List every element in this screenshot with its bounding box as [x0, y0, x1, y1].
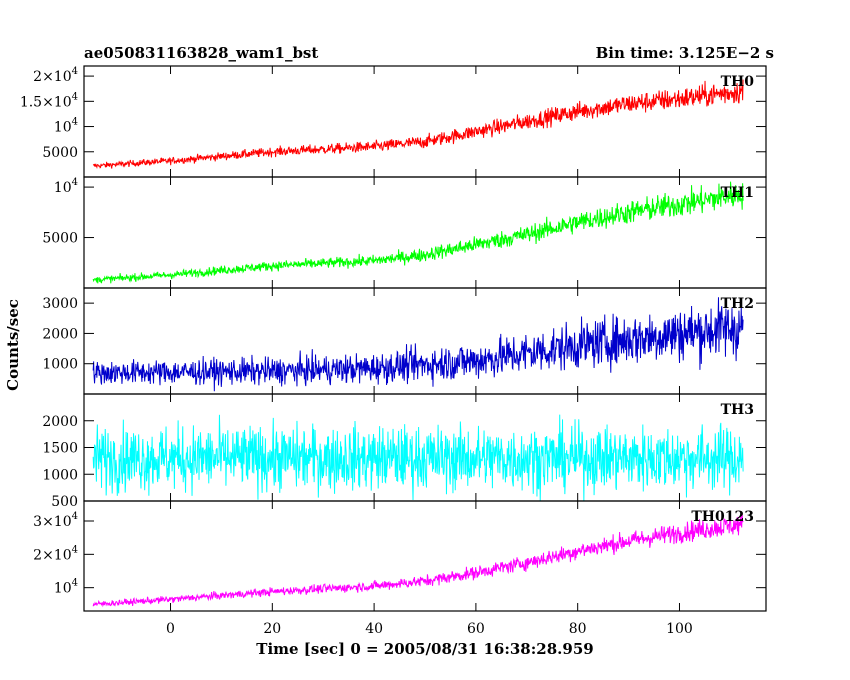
series-th0123 [92, 513, 744, 608]
chart-title: ae050831163828_wam1_bst [84, 44, 318, 62]
x-tick-label: 80 [569, 621, 587, 637]
y-axis-label: Counts/sec [4, 299, 22, 391]
panel-label-th3: TH3 [721, 402, 754, 418]
x-axis-label: Time [sec] 0 = 2005/08/31 16:38:28.959 [256, 640, 593, 658]
y-tick-label: 2000 [42, 414, 78, 430]
y-tick-label: 2000 [42, 326, 78, 342]
x-tick-label: 0 [166, 621, 175, 637]
y-tick-label: 1000 [42, 467, 78, 483]
series-th2 [92, 297, 744, 392]
panel-label-th2: TH2 [721, 296, 754, 312]
y-tick-label: 5000 [42, 145, 78, 161]
panel-label-th1: TH1 [721, 185, 754, 201]
y-tick-label: 1000 [42, 357, 78, 373]
panel-label-th0123: TH0123 [691, 509, 754, 525]
y-tick-label: 3×104 [33, 511, 78, 530]
y-tick-label: 2×104 [33, 544, 78, 563]
x-tick-label: 60 [467, 621, 485, 637]
y-tick-label: 1500 [42, 441, 78, 457]
y-tick-label: 1.5×104 [20, 91, 78, 110]
y-tick-label: 500 [51, 494, 78, 510]
series-layer [92, 79, 744, 608]
y-tick-label: 2×104 [33, 66, 78, 85]
panel-label-th0: TH0 [721, 74, 755, 90]
tick-layer: 50001041.5×1042×104TH05000104TH110002000… [20, 66, 766, 637]
y-tick-label: 5000 [42, 231, 78, 247]
y-tick-label: 104 [54, 177, 78, 196]
series-th3 [92, 414, 744, 501]
panel-frame-th0123 [83, 500, 767, 612]
y-tick-label: 104 [54, 117, 78, 136]
y-tick-label: 104 [54, 578, 78, 597]
series-th1 [92, 181, 744, 284]
x-tick-label: 40 [365, 621, 383, 637]
x-tick-label: 100 [666, 621, 693, 637]
y-tick-label: 3000 [42, 296, 78, 312]
chart-subtitle: Bin time: 3.125E−2 s [596, 44, 774, 62]
x-tick-label: 20 [263, 621, 281, 637]
series-th0 [92, 79, 744, 170]
